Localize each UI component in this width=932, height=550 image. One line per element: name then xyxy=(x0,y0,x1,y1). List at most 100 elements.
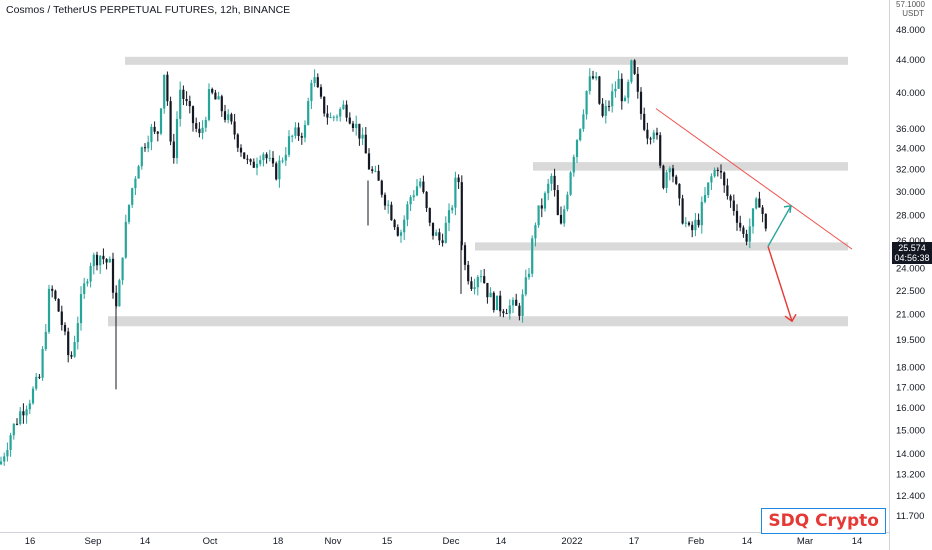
candle-body xyxy=(41,349,44,378)
candle-body xyxy=(748,226,751,242)
time-tick-label: 18 xyxy=(273,536,284,547)
candle-body xyxy=(537,205,540,226)
candle-body xyxy=(150,126,153,143)
time-axis[interactable]: 16 Sep 14 Oct 18 Nov 15 Dec 14 2022 17 Feb 14 Mar 14 xyxy=(0,532,889,548)
candle-body xyxy=(489,292,492,298)
candle-body xyxy=(428,208,431,223)
candle-body xyxy=(751,208,755,227)
candle-body xyxy=(54,290,57,299)
time-tick-label: Nov xyxy=(325,536,342,547)
candle-body xyxy=(233,121,236,135)
price-axis-unit-top: 57.1000 xyxy=(896,0,925,9)
candle-body xyxy=(607,106,611,108)
projection-down-arrow xyxy=(767,246,793,322)
candle-body xyxy=(166,74,169,102)
candle-body xyxy=(15,423,19,425)
candle-body xyxy=(287,136,291,155)
candle-body xyxy=(358,123,361,139)
candle-body xyxy=(566,194,569,210)
candle-body xyxy=(668,168,671,173)
drawing-tools-layer xyxy=(655,108,853,323)
candle-body xyxy=(707,182,710,196)
candle-body xyxy=(521,294,524,316)
candle-body xyxy=(559,214,563,224)
candle-body xyxy=(409,197,412,205)
candle-body xyxy=(236,134,239,148)
candle-body xyxy=(38,376,41,378)
zone-1 xyxy=(533,162,848,171)
candle-body xyxy=(179,89,182,119)
candle-body xyxy=(451,207,454,211)
candle-body xyxy=(182,89,185,99)
candle-body xyxy=(332,116,335,118)
candle-body xyxy=(649,138,652,140)
candle-body xyxy=(89,266,92,282)
candle-body xyxy=(220,96,223,112)
candle-body xyxy=(9,435,12,450)
candle-body xyxy=(534,225,537,239)
candle-body xyxy=(675,176,678,184)
time-tick-label: 14 xyxy=(496,536,507,547)
candle-body xyxy=(345,104,348,118)
candle-body xyxy=(316,77,319,88)
candle-body xyxy=(275,163,278,180)
candle-body xyxy=(3,456,6,462)
candle-body xyxy=(239,147,243,153)
candle-body xyxy=(374,170,377,172)
candle-body xyxy=(60,311,63,325)
candle-body xyxy=(25,409,28,416)
time-tick-label: Oct xyxy=(203,536,218,547)
candle-body xyxy=(719,170,723,173)
candle-body xyxy=(691,224,694,231)
last-price-value: 25.574 xyxy=(898,243,926,253)
candle-body xyxy=(143,147,147,149)
candle-body xyxy=(662,165,665,188)
candle-body xyxy=(601,103,604,116)
candle-body xyxy=(153,126,156,132)
candle-body xyxy=(547,183,550,194)
price-tick-label: 21.000 xyxy=(896,310,925,321)
candle-body xyxy=(518,305,521,316)
price-tick-label: 36.000 xyxy=(896,124,925,135)
candle-body xyxy=(95,254,99,266)
candle-body xyxy=(508,305,511,314)
candle-body xyxy=(185,98,188,102)
candle-body xyxy=(115,292,118,307)
candle-body xyxy=(598,76,601,104)
candle-body xyxy=(588,76,591,92)
candle-body xyxy=(255,163,259,168)
candle-body xyxy=(406,204,409,220)
candle-body xyxy=(710,176,713,183)
time-tick-label: 16 xyxy=(25,536,36,547)
time-tick-label: 2022 xyxy=(561,536,582,547)
candle-body xyxy=(73,342,76,357)
candle-body xyxy=(159,108,163,134)
candle-body xyxy=(761,207,764,214)
price-axis-unit-label: USDT xyxy=(902,9,924,18)
price-tick-label: 40.000 xyxy=(896,88,925,99)
candle-body xyxy=(473,287,476,289)
candle-body xyxy=(188,101,191,107)
candle-body xyxy=(102,255,105,260)
candle-body xyxy=(492,292,495,311)
candle-body xyxy=(351,123,355,128)
candle-body xyxy=(422,181,425,192)
candle-body xyxy=(550,175,553,184)
price-tick-label: 34.000 xyxy=(896,144,925,155)
candle-body xyxy=(495,295,499,311)
candle-body xyxy=(118,280,121,307)
candle-body xyxy=(291,135,294,137)
candle-body xyxy=(735,210,739,223)
candle-body xyxy=(575,140,579,157)
candle-body xyxy=(655,132,659,136)
candle-body xyxy=(419,181,422,187)
candle-body xyxy=(515,299,518,306)
candle-body xyxy=(595,76,598,79)
candle-body xyxy=(636,73,639,92)
candle-body xyxy=(684,222,687,224)
candle-body xyxy=(47,288,51,332)
candle-body xyxy=(355,123,358,128)
price-axis[interactable]: 48.000 44.000 40.000 36.000 34.000 32.000 30.0… xyxy=(889,0,926,550)
candle-body xyxy=(614,88,617,92)
